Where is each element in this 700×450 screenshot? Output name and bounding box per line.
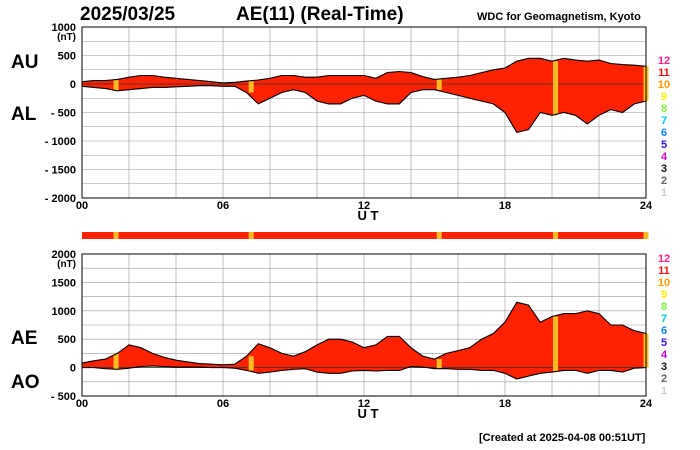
au-al-ytick-label: 0 — [70, 79, 76, 91]
ae-ao-xlabel: U T — [358, 406, 379, 421]
au-al-legend-item: 9 — [661, 91, 667, 103]
ae-ao-frame — [81, 253, 647, 397]
al-label: AL — [11, 104, 37, 125]
au-al-al-line — [81, 85, 647, 134]
ae-ao-xtick-label: 24 — [640, 398, 653, 410]
ae-ao-ytick-label: 500 — [58, 334, 76, 346]
ae-ao-ao-line — [82, 365, 647, 380]
au-al-ytick-label: 1000 — [52, 22, 76, 34]
au-al-xlabel: U T — [358, 208, 379, 223]
index-title: AE(11) (Real-Time) — [236, 4, 404, 25]
au-al-legend-item: 11 — [658, 67, 670, 79]
ae-ao-legend-item: 2 — [661, 373, 667, 385]
au-al-ytick-label: - 500 — [51, 108, 76, 120]
ae-ao-yunit: (nT) — [57, 259, 76, 270]
au-al-frame — [81, 26, 647, 199]
ae-ao-gap-mark — [436, 359, 442, 369]
status-bar-gap — [643, 232, 649, 239]
au-al-ytick-label: - 1000 — [45, 136, 76, 148]
au-al-ytick-label: - 1500 — [45, 165, 76, 177]
au-al-xtick-label: 06 — [217, 200, 229, 212]
au-al-xtick-label: 00 — [76, 200, 88, 212]
au-al-ytick-label: - 2000 — [45, 193, 76, 205]
ae-ao-legend-item: 5 — [661, 337, 667, 349]
ae-ao-gap-mark — [113, 353, 119, 370]
status-bar — [82, 232, 646, 239]
ae-ao-ytick-label: 1000 — [52, 306, 76, 318]
ao-label: AO — [11, 372, 40, 393]
au-al-gap-mark — [113, 79, 119, 91]
status-bar-gap — [113, 232, 119, 239]
au-al-yunit: (nT) — [57, 32, 76, 43]
ae-ao-legend-item: 1 — [661, 385, 667, 397]
au-al-gap-mark — [248, 81, 254, 93]
ae-ao-gap-mark — [248, 356, 254, 371]
ae-ao-ytick-label: 0 — [70, 363, 76, 375]
au-al-ytick-label: 500 — [58, 51, 76, 63]
au-al-gap-mark — [436, 79, 442, 90]
au-al-legend-item: 12 — [658, 55, 670, 67]
au-al-legend-item: 3 — [661, 163, 667, 175]
status-bar-gap — [553, 232, 559, 239]
ae-ao-legend-item: 7 — [661, 313, 667, 325]
ae-ao-legend-item: 11 — [658, 265, 670, 277]
au-al-legend-item: 5 — [661, 139, 667, 151]
ae-ao-legend-item: 9 — [661, 289, 667, 301]
ae-ao-ytick-label: 1500 — [52, 277, 76, 289]
au-al-xtick-label: 12 — [358, 200, 370, 212]
ae-ao-legend-item: 10 — [658, 277, 670, 289]
ae-ao-area — [82, 302, 646, 379]
ae-ao-gap-mark — [553, 316, 559, 373]
date-title: 2025/03/25 — [80, 4, 176, 25]
source-label: WDC for Geomagnetism, Kyoto — [477, 11, 641, 23]
ae-ao-legend-item: 12 — [658, 253, 670, 265]
au-al-legend-item: 6 — [661, 127, 667, 139]
ae-ao-xtick-label: 00 — [76, 398, 88, 410]
ae-ao-ytick-label: - 500 — [51, 391, 76, 403]
ae-ao-legend-item: 6 — [661, 325, 667, 337]
ae-ao-xtick-label: 18 — [499, 398, 511, 410]
au-al-legend-item: 2 — [661, 175, 667, 187]
ae-ao-xtick-label: 12 — [358, 398, 370, 410]
status-bar-gap — [436, 232, 442, 239]
created-footer: [Created at 2025-04-08 00:51UT] — [479, 432, 646, 444]
ae-ao-ytick-label: 2000 — [52, 249, 76, 261]
ae-ao-xtick-label: 06 — [217, 398, 229, 410]
ae-ao-legend-item: 3 — [661, 361, 667, 373]
status-bar-gap — [248, 232, 254, 239]
ae-ao-legend-item: 8 — [661, 301, 667, 313]
au-al-legend-item: 4 — [661, 151, 668, 163]
au-al-legend-item: 10 — [658, 79, 670, 91]
au-al-au-line — [81, 57, 647, 84]
ae-label: AE — [11, 328, 38, 349]
au-al-xtick-label: 18 — [499, 200, 511, 212]
au-al-xtick-label: 24 — [640, 200, 653, 212]
au-al-gap-mark — [553, 61, 559, 116]
au-al-legend-item: 1 — [661, 187, 667, 199]
ae-ao-ae-line — [81, 301, 647, 366]
ae-ao-legend-item: 4 — [661, 349, 668, 361]
au-label: AU — [11, 52, 39, 73]
au-al-legend-item: 7 — [661, 115, 667, 127]
au-al-legend-item: 8 — [661, 103, 667, 115]
